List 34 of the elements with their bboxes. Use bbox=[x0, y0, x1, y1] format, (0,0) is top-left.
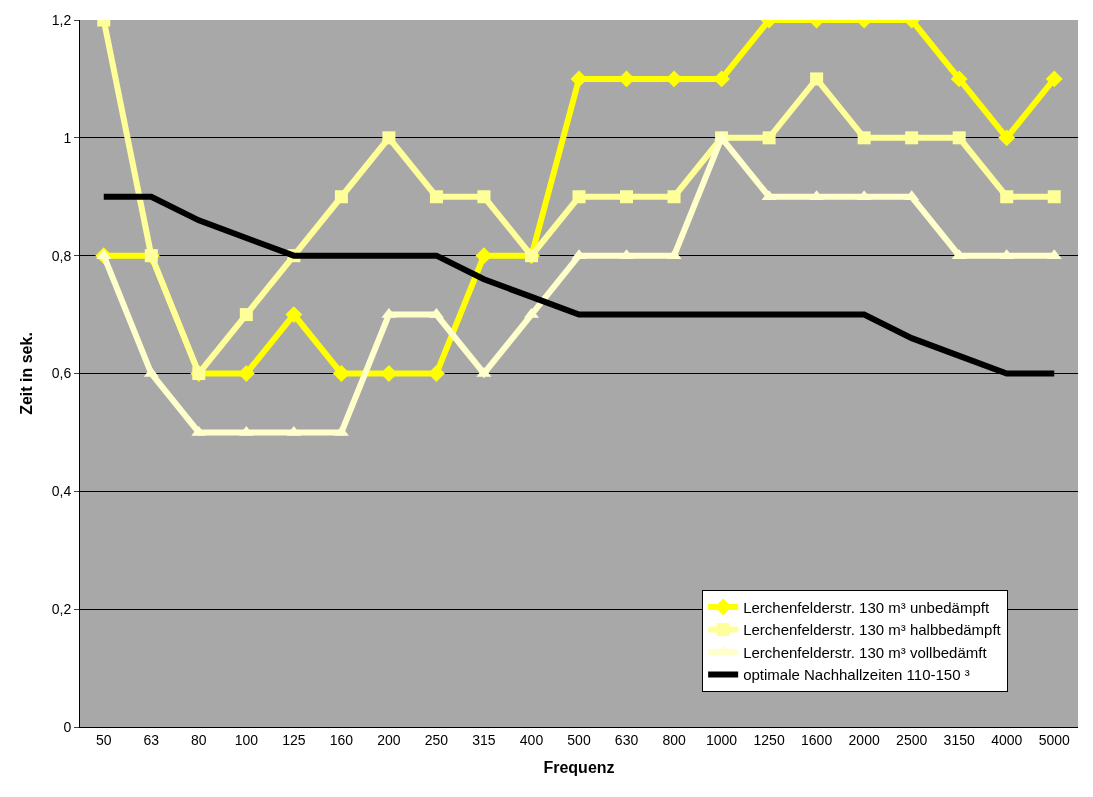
x-tick-label: 125 bbox=[282, 731, 306, 748]
x-tick-label: 250 bbox=[424, 731, 449, 748]
legend-label: optimale Nachhallzeiten 110-150 ³ bbox=[743, 666, 970, 684]
x-tick-label: 1250 bbox=[753, 731, 785, 748]
legend-label: Lerchenfelderstr. 130 m³ vollbedämft bbox=[743, 643, 988, 661]
x-tick-label: 160 bbox=[329, 731, 354, 748]
x-tick-label: 200 bbox=[377, 731, 401, 748]
x-tick-label: 63 bbox=[143, 731, 160, 748]
y-tick-label: 0,2 bbox=[51, 601, 72, 618]
legend-label: Lerchenfelderstr. 130 m³ unbedämpft bbox=[743, 598, 990, 616]
y-tick-label: 0,8 bbox=[51, 247, 72, 264]
x-tick-label: 500 bbox=[567, 731, 591, 748]
y-tick-label: 0 bbox=[63, 718, 72, 735]
x-tick-label: 5000 bbox=[1038, 731, 1071, 748]
x-tick-label: 80 bbox=[191, 731, 207, 748]
legend-label: Lerchenfelderstr. 130 m³ halbbedämpft bbox=[743, 621, 1002, 639]
y-tick-label: 0,4 bbox=[51, 483, 72, 500]
x-tick-label: 630 bbox=[614, 731, 639, 748]
x-tick-label: 4000 bbox=[991, 731, 1023, 748]
y-tick-label: 0,6 bbox=[51, 365, 72, 382]
y-tick-label: 1 bbox=[63, 129, 72, 146]
x-tick-label: 400 bbox=[519, 731, 544, 748]
x-tick-label: 1600 bbox=[801, 731, 833, 748]
x-tick-label: 3150 bbox=[943, 731, 975, 748]
y-axis-title: Zeit in sek. bbox=[17, 332, 35, 415]
x-tick-label: 800 bbox=[662, 731, 686, 748]
x-axis-title: Frequenz bbox=[543, 759, 615, 777]
x-tick-label: 315 bbox=[472, 731, 496, 748]
y-tick-label: 1,2 bbox=[51, 11, 72, 28]
x-tick-label: 50 bbox=[95, 731, 112, 748]
x-tick-label: 2500 bbox=[896, 731, 928, 748]
x-tick-label: 100 bbox=[234, 731, 259, 748]
x-tick-label: 2000 bbox=[848, 731, 880, 748]
x-tick-label: 1000 bbox=[705, 731, 738, 748]
